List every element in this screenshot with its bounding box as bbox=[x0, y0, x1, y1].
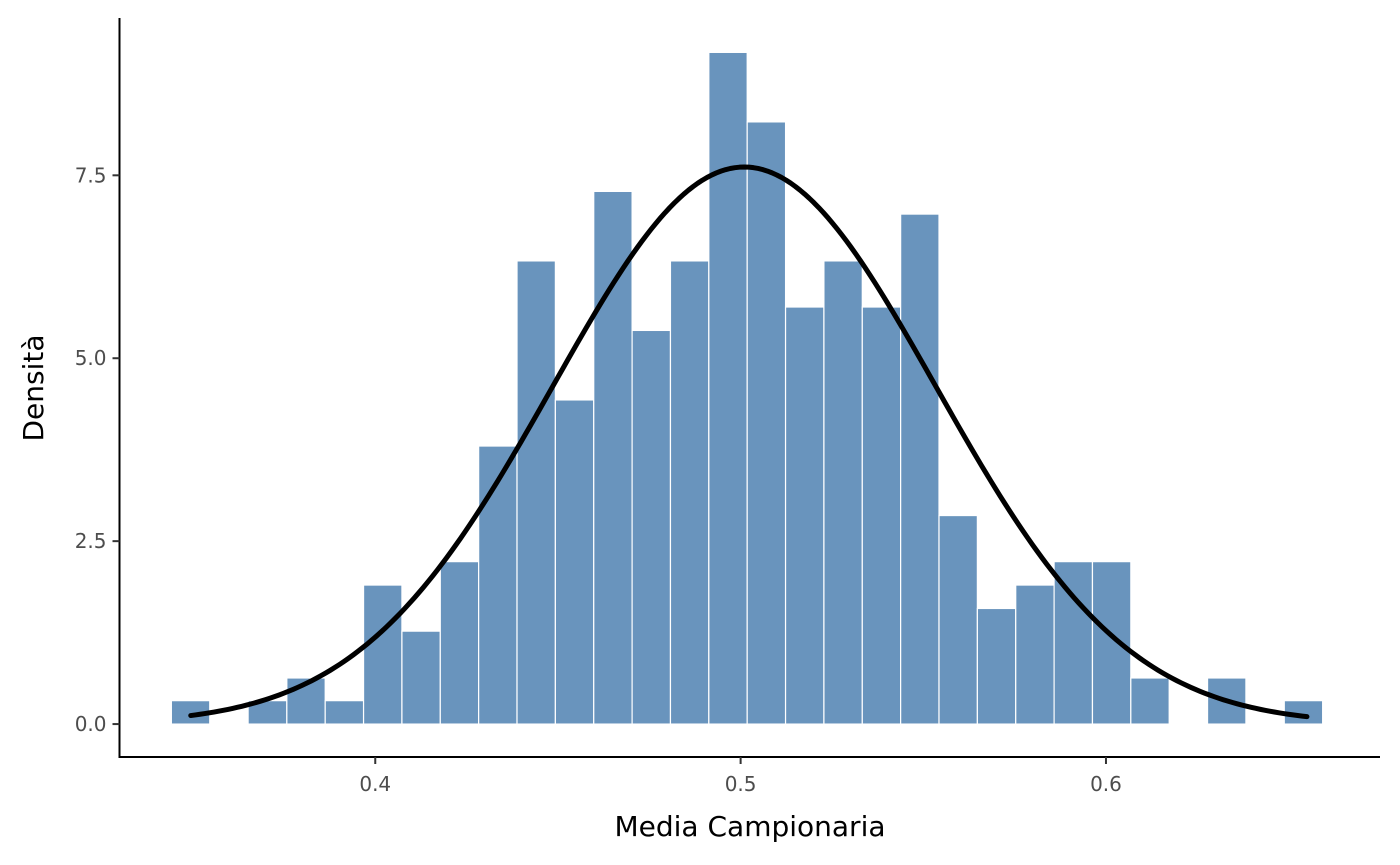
histogram-bar bbox=[708, 51, 748, 725]
histogram-bar bbox=[976, 607, 1017, 725]
x-tick-label: 0.6 bbox=[1090, 772, 1122, 796]
histogram-bar bbox=[516, 260, 556, 725]
histogram-bar bbox=[861, 306, 902, 725]
histogram-bar bbox=[746, 121, 787, 725]
histogram-bar bbox=[286, 677, 326, 725]
histogram-bars bbox=[170, 51, 1324, 725]
histogram-bar bbox=[1091, 561, 1132, 725]
histogram-bar bbox=[439, 561, 480, 725]
histogram-bar bbox=[324, 700, 365, 725]
y-axis-title: Densità bbox=[17, 334, 50, 441]
y-tick-label: 0.0 bbox=[75, 712, 107, 736]
histogram-bar bbox=[362, 584, 403, 725]
histogram-bar bbox=[593, 190, 633, 725]
y-tick-label: 2.5 bbox=[75, 529, 107, 553]
x-axis-title: Media Campionaria bbox=[614, 810, 885, 843]
histogram-bar bbox=[900, 213, 940, 725]
histogram-bar bbox=[1130, 677, 1170, 725]
histogram-bar bbox=[554, 399, 595, 725]
normal-density-curve bbox=[188, 164, 1310, 720]
y-tick-label: 7.5 bbox=[75, 163, 107, 187]
histogram-bar bbox=[823, 260, 863, 725]
x-tick-label: 0.4 bbox=[359, 772, 391, 796]
histogram-bar bbox=[478, 445, 518, 725]
histogram-bar bbox=[669, 260, 710, 725]
histogram-bar bbox=[401, 630, 441, 725]
histogram-bar bbox=[631, 329, 672, 725]
histogram-bar bbox=[1053, 561, 1094, 725]
histogram-bar bbox=[784, 306, 825, 725]
y-axis-ticks: 0.0 2.5 5.0 7.5 bbox=[75, 163, 120, 736]
histogram-bar bbox=[1015, 584, 1055, 725]
x-tick-label: 0.5 bbox=[725, 772, 757, 796]
x-axis-ticks: 0.4 0.5 0.6 bbox=[359, 757, 1122, 796]
histogram-bar bbox=[938, 514, 978, 725]
y-tick-label: 5.0 bbox=[75, 346, 107, 370]
